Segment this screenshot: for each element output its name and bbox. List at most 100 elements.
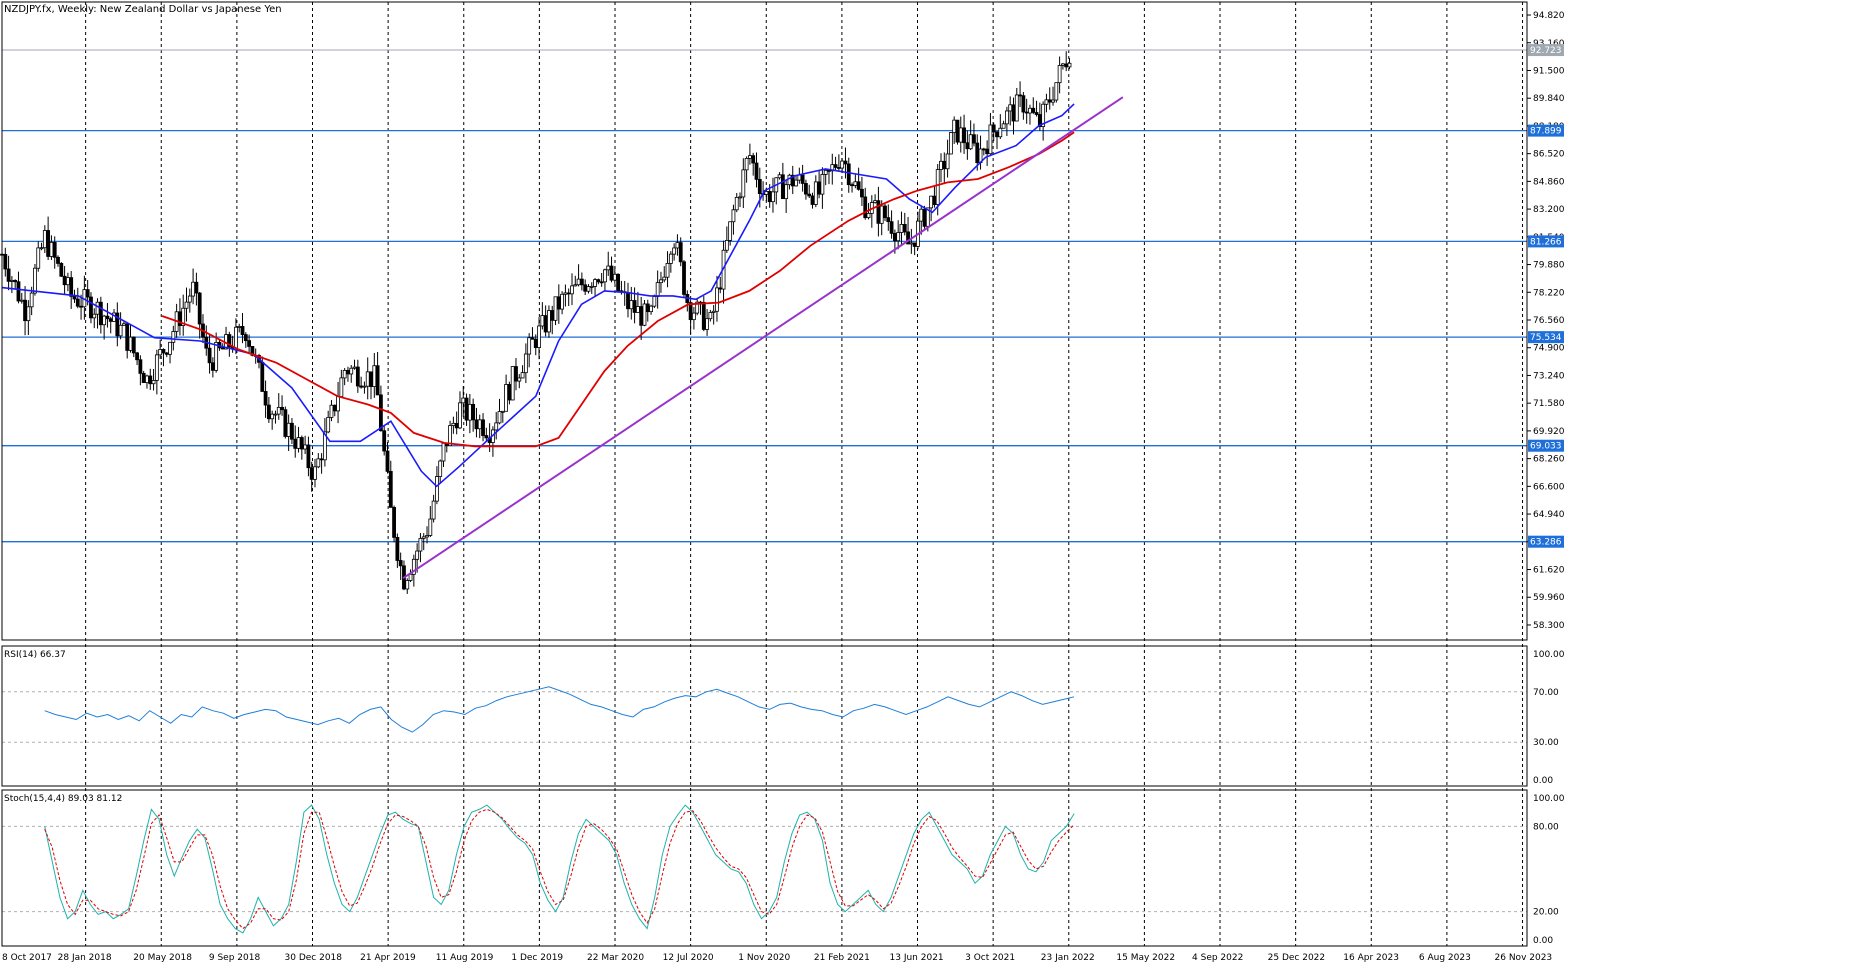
candle-body bbox=[191, 281, 195, 297]
candle-body bbox=[972, 134, 976, 144]
candle-body bbox=[860, 188, 864, 198]
candle-body bbox=[33, 267, 37, 294]
candle-body bbox=[398, 560, 403, 567]
candle-body bbox=[105, 315, 110, 320]
candle-body bbox=[504, 384, 508, 412]
indicator-title: Stoch(15,4,4) 89.03 81.12 bbox=[4, 794, 122, 804]
candle-body bbox=[797, 174, 802, 181]
candle-body bbox=[194, 281, 199, 294]
indicator-y-tick: 0.00 bbox=[1533, 776, 1553, 786]
candle-body bbox=[935, 169, 940, 205]
y-tick-label: 71.580 bbox=[1533, 399, 1565, 409]
candle-body bbox=[603, 269, 607, 283]
candle-body bbox=[784, 184, 789, 200]
candle-body bbox=[79, 305, 83, 308]
candle-body bbox=[1034, 112, 1039, 115]
panel-frame-0 bbox=[1, 1, 1528, 641]
candle-body bbox=[583, 284, 588, 292]
candle-body bbox=[19, 299, 24, 302]
candle-body bbox=[158, 349, 163, 356]
x-tick-label: 26 Nov 2023 bbox=[1495, 953, 1553, 963]
candle-body bbox=[606, 265, 611, 271]
candle-body bbox=[36, 247, 41, 269]
current-price-tag bbox=[1528, 44, 1564, 57]
indicator-y-tick: 100.00 bbox=[1533, 650, 1565, 660]
candle-body bbox=[118, 324, 123, 337]
candle-body bbox=[507, 384, 512, 401]
candle-body bbox=[234, 326, 238, 349]
candle-body bbox=[72, 295, 77, 300]
candle-body bbox=[319, 458, 324, 461]
candle-body bbox=[382, 430, 387, 452]
candle-body bbox=[349, 367, 354, 375]
candle-body bbox=[833, 164, 838, 168]
candle-body bbox=[280, 406, 284, 411]
candle-body bbox=[3, 254, 8, 270]
candle-body bbox=[1064, 63, 1069, 68]
candle-body bbox=[362, 385, 367, 388]
candle-body bbox=[1011, 104, 1016, 122]
candle-body bbox=[392, 506, 396, 538]
candle-body bbox=[39, 247, 44, 250]
candle-body bbox=[227, 334, 232, 348]
candle-body bbox=[477, 419, 482, 430]
candle-body bbox=[642, 303, 647, 326]
axes: 8 Oct 2017 28 Jan 2018 20 May 2018 9 Sep 20… bbox=[1, 1, 1565, 963]
candle-body bbox=[467, 403, 472, 421]
indicator-y-tick: 70.00 bbox=[1533, 688, 1559, 698]
candle-body bbox=[635, 306, 640, 313]
candle-body bbox=[517, 377, 522, 382]
candle-body bbox=[421, 536, 426, 539]
candle-body bbox=[649, 305, 653, 313]
candle-body bbox=[290, 422, 294, 440]
candle-body bbox=[65, 277, 70, 286]
candle-body bbox=[365, 371, 370, 387]
candle-body bbox=[543, 315, 548, 333]
candle-body bbox=[645, 303, 650, 313]
candle-body bbox=[586, 286, 591, 292]
y-tick-label: 66.600 bbox=[1533, 482, 1565, 492]
candle-body bbox=[589, 286, 594, 288]
candle-body bbox=[16, 281, 21, 302]
x-tick-label: 20 May 2018 bbox=[133, 953, 192, 963]
candle-body bbox=[527, 337, 532, 355]
candle-body bbox=[500, 410, 505, 413]
candle-body bbox=[553, 296, 558, 321]
candle-body bbox=[296, 437, 301, 449]
candle-body bbox=[141, 372, 146, 384]
x-tick-label: 11 Aug 2019 bbox=[436, 953, 494, 963]
level-price-tag bbox=[1528, 235, 1564, 248]
candle-body bbox=[665, 263, 670, 278]
candle-body bbox=[807, 193, 812, 197]
candle-body bbox=[131, 336, 136, 354]
candle-body bbox=[240, 326, 245, 336]
candle-body bbox=[458, 402, 462, 429]
candle-body bbox=[540, 315, 545, 327]
candle-body bbox=[1067, 62, 1072, 68]
level-price-label: 75.534 bbox=[1530, 333, 1562, 343]
candle-body bbox=[263, 391, 268, 406]
candle-body bbox=[804, 183, 808, 195]
candle-body bbox=[691, 312, 696, 321]
candle-body bbox=[95, 301, 100, 315]
candle-body bbox=[56, 256, 60, 264]
candle-body bbox=[316, 458, 321, 468]
candle-body bbox=[451, 422, 456, 426]
level-price-tag bbox=[1528, 439, 1564, 452]
candle-body bbox=[939, 160, 943, 170]
candle-body bbox=[682, 261, 686, 295]
candle-body bbox=[902, 224, 907, 233]
candle-body bbox=[780, 174, 785, 200]
y-tick-label: 64.940 bbox=[1533, 510, 1565, 520]
candle-body bbox=[1008, 104, 1013, 112]
candle-body bbox=[593, 279, 597, 287]
candle-body bbox=[639, 306, 644, 326]
candle-body bbox=[955, 119, 960, 143]
x-tick-label: 21 Apr 2019 bbox=[360, 953, 416, 963]
candle-body bbox=[283, 409, 288, 437]
candle-body bbox=[853, 181, 858, 186]
indicator-panels: RSI(14) 66.37 100.00 70.00 30.00 0.00 Stoch(1… bbox=[2, 650, 1565, 946]
candle-body bbox=[46, 230, 51, 257]
trendline-group bbox=[402, 96, 1124, 580]
candle-body bbox=[299, 437, 304, 450]
